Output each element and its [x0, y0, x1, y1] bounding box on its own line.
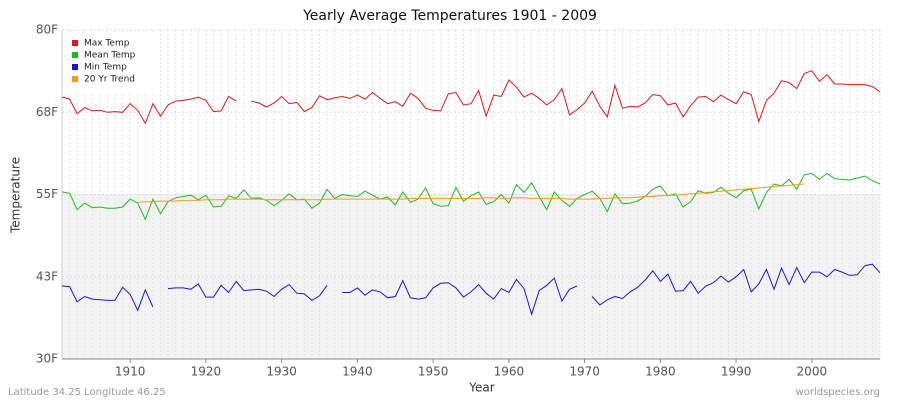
legend-swatch: [72, 64, 78, 70]
series-line: [61, 70, 881, 125]
legend-label: Max Temp: [84, 39, 130, 49]
series-line: [61, 172, 881, 221]
x-tick-label: 1960: [494, 365, 525, 379]
legend: Max Temp Mean Temp Min Temp 20 Yr Trend: [68, 34, 154, 92]
y-tick-label: 80F: [36, 23, 58, 37]
y-tick-label: 55F: [36, 187, 58, 201]
x-tick-label: 1990: [721, 365, 752, 379]
x-tick-label: 1970: [569, 365, 600, 379]
legend-box: [68, 34, 154, 92]
y-tick-label: 43F: [36, 269, 58, 283]
legend-swatch: [72, 52, 78, 58]
x-tick-label: 1920: [191, 365, 222, 379]
x-tick-label: 1950: [418, 365, 449, 379]
y-tick-label: 30F: [36, 352, 58, 366]
x-tick-label: 1980: [645, 365, 676, 379]
y-axis-label: Temperature: [9, 157, 23, 234]
x-tick-label: 2000: [797, 365, 828, 379]
x-tick-label: 1930: [266, 365, 297, 379]
footer-right: worldspecies.org: [796, 387, 880, 398]
legend-label: Min Temp: [84, 63, 127, 73]
chart-title: Yearly Average Temperatures 1901 - 2009: [302, 8, 597, 24]
legend-label: Mean Temp: [84, 51, 136, 61]
legend-label: 20 Yr Trend: [84, 75, 135, 85]
legend-swatch: [72, 76, 78, 82]
footer-left: Latitude 34.25 Longitude 46.25: [8, 387, 166, 398]
legend-swatch: [72, 40, 78, 46]
x-axis-label: Year: [468, 381, 494, 395]
series-line: [61, 263, 881, 316]
x-tick-label: 1940: [342, 365, 373, 379]
series-line: [137, 183, 805, 203]
y-tick-label: 68F: [36, 105, 58, 119]
x-tick-label: 1910: [115, 365, 146, 379]
